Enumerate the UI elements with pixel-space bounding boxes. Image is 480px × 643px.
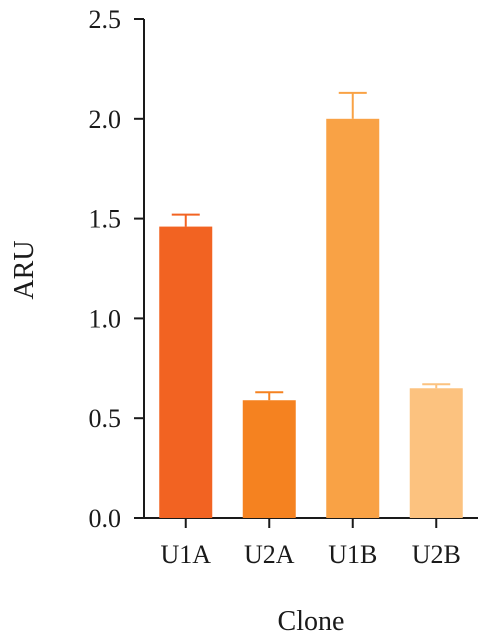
y-axis: 0.0 0.5 1.0 1.5 2.0 2.5 <box>89 5 145 533</box>
bars <box>159 118 463 519</box>
x-tick-label: U2A <box>244 540 295 569</box>
bar <box>326 118 380 519</box>
y-tick-label: 1.0 <box>89 304 122 333</box>
x-tick-label: U1B <box>328 540 377 569</box>
x-axis-title: Clone <box>278 606 345 637</box>
bar <box>242 400 296 518</box>
x-tick-label: U2B <box>412 540 461 569</box>
y-axis-title: ARU <box>9 240 40 299</box>
y-tick-label: 2.0 <box>89 105 122 134</box>
y-tick-label: 0.5 <box>89 404 122 433</box>
bar <box>159 226 213 519</box>
error-bars <box>171 91 451 401</box>
y-tick-label: 1.5 <box>89 205 122 234</box>
y-tick-label: 2.5 <box>89 5 122 34</box>
x-axis: U1A U2A U1B U2B <box>143 517 478 569</box>
y-tick-label: 0.0 <box>89 504 122 533</box>
bar <box>409 388 463 518</box>
x-tick-label: U1A <box>160 540 211 569</box>
